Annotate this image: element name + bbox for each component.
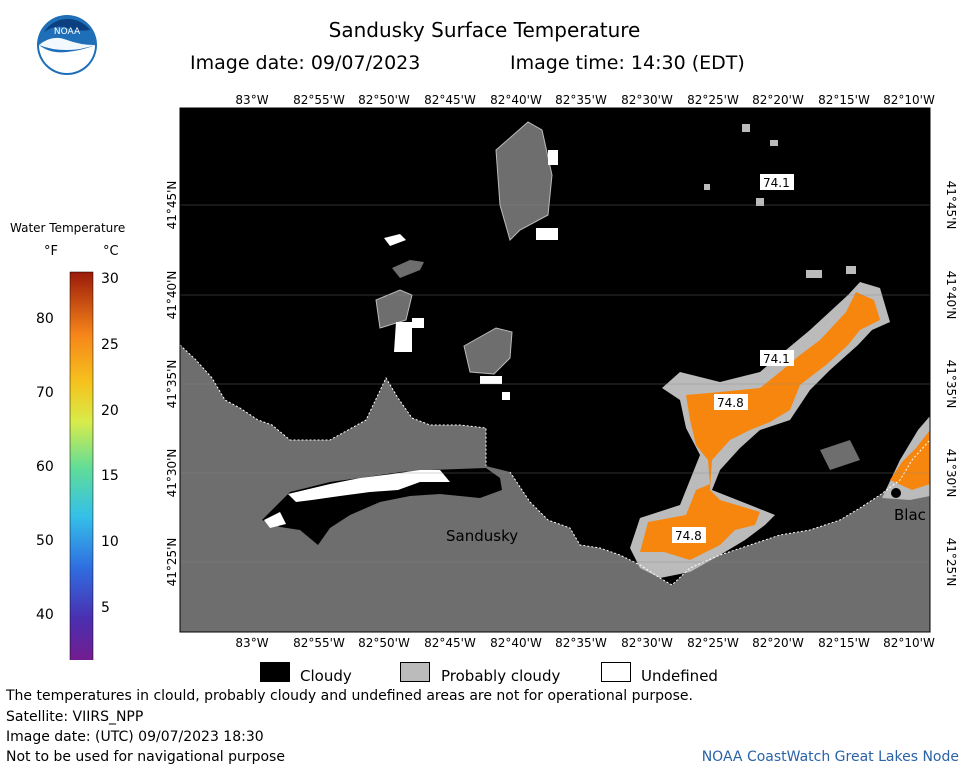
island-small-3 xyxy=(463,327,513,375)
lon-top-8225: 82°25'W xyxy=(687,93,739,107)
lat-left-4140: 41°40'N xyxy=(165,271,179,320)
credit-link[interactable]: NOAA CoastWatch Great Lakes Node xyxy=(701,749,959,765)
city-marker xyxy=(891,488,901,498)
key-undefined-label: Undefined xyxy=(641,667,718,685)
c-tick-15: 15 xyxy=(101,468,119,484)
lon-bottom-8215: 82°15'W xyxy=(818,636,870,650)
c-tick-30: 30 xyxy=(101,271,119,287)
map-figure: 80 70 60 50 40 30 25 20 15 10 5 0 xyxy=(36,93,958,660)
lon-bottom-8225: 82°25'W xyxy=(687,636,739,650)
key-cloudy-swatch xyxy=(260,662,290,682)
land-south-shore xyxy=(180,345,930,632)
logo-text: NOAA xyxy=(54,27,81,37)
island-small-1 xyxy=(375,289,413,329)
c-tick-20: 20 xyxy=(101,403,119,419)
key-cloudy-label: Cloudy xyxy=(300,667,352,685)
lon-top-8250: 82°50'W xyxy=(358,93,410,107)
key-undefined-swatch xyxy=(601,662,631,682)
temp-label-2: 74.1 xyxy=(763,352,790,366)
color-bar xyxy=(69,271,94,660)
lat-right-4145: 41°45'N xyxy=(944,181,958,230)
coastline xyxy=(180,344,930,586)
lon-top-8240: 82°40'W xyxy=(490,93,542,107)
note-satellite: Satellite: VIIRS_NPP xyxy=(6,709,144,725)
c-tick-25: 25 xyxy=(101,337,119,353)
bay-undefined-edge xyxy=(288,470,450,502)
lon-top-8220: 82°20'W xyxy=(752,93,804,107)
temp-label-1: 74.1 xyxy=(763,176,790,190)
lon-bottom-83: 83°W xyxy=(235,636,268,650)
f-tick-50: 50 xyxy=(36,533,54,549)
unit-fahrenheit: °F xyxy=(44,244,58,259)
lat-left-4135: 41°35'N xyxy=(165,360,179,409)
place-blac: Blac xyxy=(894,506,926,524)
island-kelleys xyxy=(495,121,553,241)
f-tick-80: 80 xyxy=(36,311,54,327)
image-date: Image date: 09/07/2023 xyxy=(190,52,421,74)
lon-bottom-8235: 82°35'W xyxy=(555,636,607,650)
f-tick-60: 60 xyxy=(36,459,54,475)
lon-top-8235: 82°35'W xyxy=(555,93,607,107)
lon-top-8255: 82°55'W xyxy=(293,93,345,107)
note-navigation: Not to be used for navigational purpose xyxy=(6,749,285,765)
place-sandusky: Sandusky xyxy=(446,527,518,545)
lon-bottom-8255: 82°55'W xyxy=(293,636,345,650)
legend-title: Water Temperature xyxy=(10,221,126,235)
lon-top-8210: 82°10'W xyxy=(883,93,935,107)
lon-top-83: 83°W xyxy=(235,93,268,107)
noaa-logo: NOAA xyxy=(37,15,97,75)
lat-right-4140: 41°40'N xyxy=(944,271,958,320)
island-small-2 xyxy=(392,260,424,278)
note-utc-date: Image date: (UTC) 09/07/2023 18:30 xyxy=(6,729,264,745)
lon-top-8215: 82°15'W xyxy=(818,93,870,107)
temp-label-4: 74.8 xyxy=(675,529,702,543)
c-tick-0: 0 xyxy=(101,659,110,660)
f-tick-70: 70 xyxy=(36,385,54,401)
lat-left-4145: 41°45'N xyxy=(165,181,179,230)
lat-right-4135: 41°35'N xyxy=(944,360,958,409)
lon-bottom-8250: 82°50'W xyxy=(358,636,410,650)
c-tick-5: 5 xyxy=(101,600,110,616)
lon-bottom-8220: 82°20'W xyxy=(752,636,804,650)
image-time: Image time: 14:30 (EDT) xyxy=(510,52,745,74)
lon-bottom-8240: 82°40'W xyxy=(490,636,542,650)
lon-top-8245: 82°45'W xyxy=(424,93,476,107)
note-operational: The temperatures in clould, probably clo… xyxy=(6,688,693,704)
unit-celsius: °C xyxy=(103,244,119,259)
key-probably-cloudy-label: Probably cloudy xyxy=(441,667,561,685)
lon-top-8230: 82°30'W xyxy=(621,93,673,107)
lon-bottom-8210: 82°10'W xyxy=(883,636,935,650)
lat-right-4130: 41°30'N xyxy=(944,449,958,498)
lon-bottom-8245: 82°45'W xyxy=(424,636,476,650)
f-tick-40: 40 xyxy=(36,607,54,623)
lat-right-4125: 41°25'N xyxy=(944,538,958,587)
c-tick-10: 10 xyxy=(101,534,119,550)
lat-left-4130: 41°30'N xyxy=(165,449,179,498)
graticule xyxy=(180,204,930,563)
page-title: Sandusky Surface Temperature xyxy=(328,18,641,42)
lon-bottom-8230: 82°30'W xyxy=(621,636,673,650)
temp-label-3: 74.8 xyxy=(717,396,744,410)
lat-left-4125: 41°25'N xyxy=(165,538,179,587)
warm-water xyxy=(640,292,880,560)
key-probably-cloudy-swatch xyxy=(400,662,430,682)
